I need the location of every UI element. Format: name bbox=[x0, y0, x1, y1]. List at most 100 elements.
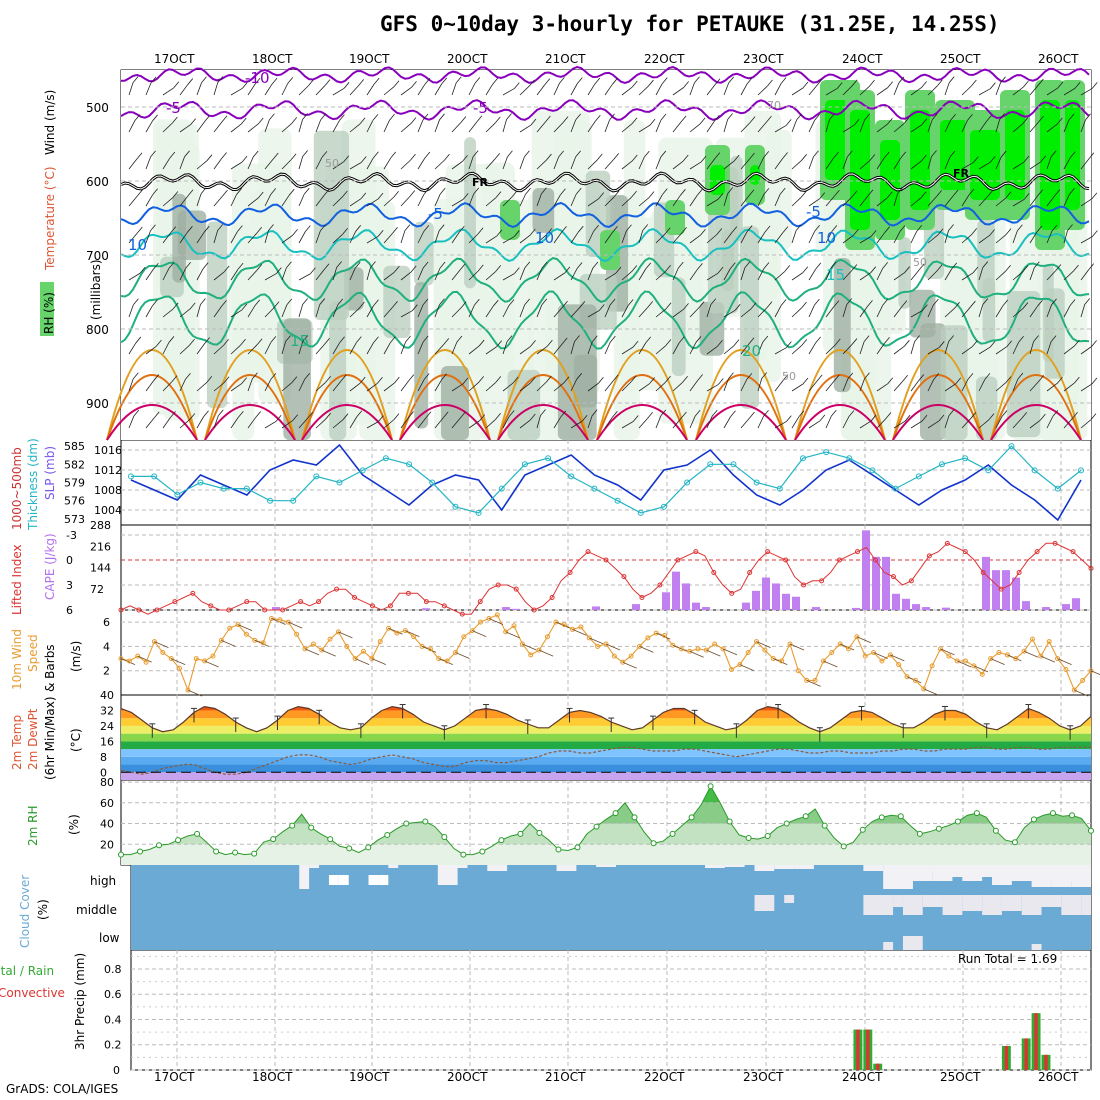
wind-barb bbox=[972, 156, 979, 163]
wind-barb bbox=[665, 265, 671, 272]
li-point bbox=[998, 586, 1004, 592]
wind-barb bbox=[324, 337, 330, 345]
wind-barb bbox=[780, 77, 787, 84]
upper-y-tick: 700 bbox=[86, 249, 109, 263]
cape-bar bbox=[632, 604, 640, 610]
wind-barb bbox=[217, 76, 224, 83]
precip-label-c: 3hr Precip (mm) bbox=[73, 953, 87, 1050]
cloud-mid-clear bbox=[902, 895, 923, 915]
wind-barb bbox=[135, 336, 142, 344]
wind-barb bbox=[791, 119, 798, 133]
cape-bar bbox=[422, 608, 430, 610]
wind-barb bbox=[132, 372, 139, 379]
wind-barb bbox=[655, 156, 662, 170]
wind-barb bbox=[876, 343, 885, 355]
wind-barb bbox=[145, 82, 152, 96]
li-point bbox=[208, 603, 214, 609]
wind10-point bbox=[779, 658, 785, 664]
wind-barb bbox=[319, 298, 326, 305]
wind10-barb bbox=[321, 649, 336, 657]
rh2m-point bbox=[536, 829, 543, 836]
wind-barb bbox=[680, 189, 686, 196]
wind10-barb bbox=[756, 641, 771, 648]
wind-barb bbox=[137, 226, 143, 234]
wind10-barb bbox=[773, 658, 788, 665]
wind-barb bbox=[485, 382, 497, 392]
wind-barb bbox=[833, 152, 839, 159]
wind-barb bbox=[360, 192, 367, 200]
wind-barb bbox=[689, 123, 701, 133]
wind-barb bbox=[961, 85, 972, 96]
wind10-point bbox=[310, 641, 316, 647]
wind-barb bbox=[740, 122, 751, 133]
li-point bbox=[603, 557, 609, 563]
wind-barb bbox=[492, 77, 499, 85]
wind-barb bbox=[145, 120, 153, 133]
wind-barb bbox=[869, 79, 875, 87]
x-tick-bottom: 24OCT bbox=[842, 1070, 883, 1084]
wind10-barb bbox=[288, 621, 303, 629]
wind10-point bbox=[996, 650, 1002, 655]
li-point bbox=[136, 607, 142, 613]
rh2m-point bbox=[726, 818, 733, 825]
wind-barb bbox=[200, 298, 206, 305]
li-point bbox=[1070, 549, 1076, 555]
wind-barb bbox=[978, 88, 991, 96]
t2m-label-a: 2m Temp bbox=[10, 715, 24, 770]
wind-barb bbox=[240, 117, 247, 125]
wind-barb bbox=[1046, 416, 1054, 429]
rh2m-point bbox=[821, 822, 828, 829]
rh2m-point bbox=[251, 850, 258, 857]
wind-barb bbox=[343, 155, 350, 162]
wind10-point bbox=[243, 631, 249, 637]
wind-barb bbox=[383, 232, 393, 244]
wind-barb bbox=[893, 157, 902, 170]
cloud-cover-panel bbox=[131, 865, 1091, 950]
wind-barb bbox=[678, 336, 685, 343]
wind-barb bbox=[893, 123, 905, 133]
wind-barb bbox=[716, 228, 723, 235]
wind-barb bbox=[587, 341, 593, 355]
thickness-point bbox=[359, 467, 366, 474]
temp2m-tick: 16 bbox=[100, 735, 114, 748]
li-point bbox=[531, 607, 537, 613]
wind-barb bbox=[304, 373, 310, 380]
wind-barb bbox=[851, 190, 858, 197]
wind10-barb bbox=[171, 658, 186, 665]
cape-bar bbox=[702, 607, 710, 610]
wind-barb bbox=[230, 123, 242, 133]
wind-barb bbox=[315, 157, 323, 170]
wind-barb bbox=[944, 307, 955, 318]
wind-barb bbox=[546, 375, 552, 383]
wind-barb bbox=[757, 268, 765, 281]
rh2m-point bbox=[707, 783, 714, 790]
wind-barb bbox=[150, 224, 156, 232]
wind-barb bbox=[315, 119, 322, 133]
wind-barb bbox=[802, 81, 809, 89]
wind-barb bbox=[560, 410, 567, 418]
wind-barb bbox=[1063, 157, 1071, 170]
wind-barb bbox=[706, 84, 716, 96]
wind-barb bbox=[392, 226, 398, 234]
wind-barb bbox=[320, 113, 326, 121]
wind-barb bbox=[1069, 187, 1075, 195]
wind10-barb bbox=[789, 643, 805, 651]
wind-barb bbox=[315, 381, 326, 392]
wind-barb bbox=[423, 188, 430, 195]
wind-barb bbox=[179, 308, 191, 318]
wind-barb bbox=[867, 300, 873, 307]
wind-barb bbox=[1000, 76, 1006, 84]
temp-contour-25 bbox=[106, 349, 1082, 441]
wind-barb bbox=[978, 235, 990, 244]
wind-barb bbox=[145, 380, 155, 392]
wind-barb bbox=[332, 120, 340, 133]
wind-barb bbox=[287, 77, 294, 84]
li-point bbox=[244, 599, 250, 605]
wind-barb bbox=[281, 304, 288, 318]
wind-barb bbox=[604, 84, 613, 96]
wind-barb bbox=[170, 411, 176, 418]
wind-barb bbox=[931, 150, 937, 157]
wind-barb bbox=[162, 87, 175, 96]
wind-barb bbox=[638, 383, 650, 392]
rh-fill-70 bbox=[414, 282, 429, 429]
